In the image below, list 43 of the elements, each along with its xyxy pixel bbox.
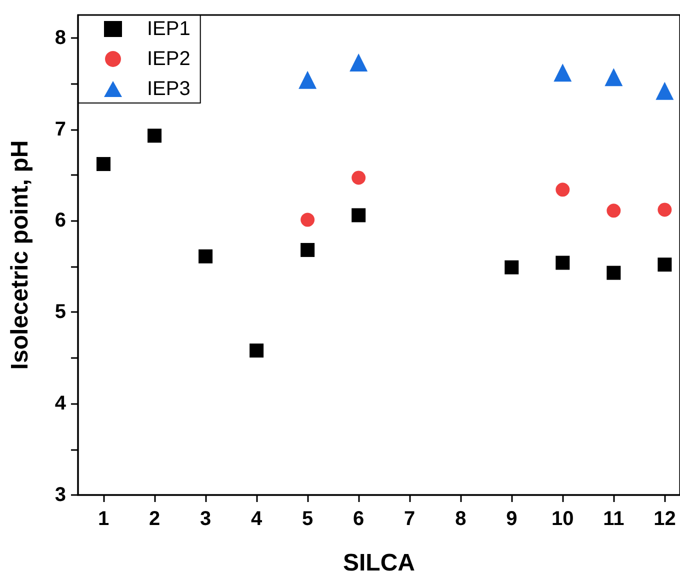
y-tick-label: 5 — [54, 301, 66, 324]
y-tick-label: 7 — [54, 118, 66, 140]
x-tick-label: 7 — [404, 508, 416, 530]
x-tick-label: 1 — [98, 508, 110, 530]
y-tick-label: 4 — [54, 392, 67, 415]
point — [96, 157, 111, 172]
point — [198, 249, 213, 264]
x-tick-label: 11 — [603, 508, 624, 530]
point — [352, 170, 366, 185]
x-tick-label: 6 — [353, 508, 364, 530]
legend-label: IEP2 — [147, 48, 190, 70]
point — [300, 242, 315, 257]
point — [606, 204, 621, 218]
point — [556, 256, 570, 270]
x-tick-label: 4 — [250, 508, 263, 530]
x-axis-title: SILCA — [343, 550, 415, 576]
point — [554, 64, 572, 82]
point — [658, 202, 672, 217]
y-axis-title: Isolecetric point, pH — [6, 140, 34, 370]
point — [250, 344, 264, 358]
x-tick-label: 12 — [654, 508, 676, 530]
point — [604, 68, 623, 86]
x-tick-label: 9 — [506, 508, 518, 530]
point — [300, 212, 315, 227]
point — [352, 208, 366, 222]
y-tick-label: 6 — [54, 210, 66, 232]
point — [658, 258, 672, 272]
point — [656, 82, 674, 100]
point — [298, 70, 317, 89]
x-tick-label: 10 — [552, 508, 574, 530]
x-tick-label: 2 — [148, 508, 160, 530]
x-tick-label: 5 — [302, 508, 314, 530]
legend-label: IEP1 — [147, 18, 190, 40]
x-tick-label: 3 — [200, 508, 212, 530]
y-tick-label: 3 — [54, 484, 66, 506]
point — [606, 266, 621, 280]
legend-label: IEP3 — [147, 78, 190, 100]
point — [350, 54, 368, 72]
y-tick-label: 8 — [54, 26, 66, 49]
x-tick-label: 8 — [455, 508, 466, 530]
point — [504, 260, 519, 274]
point — [556, 182, 570, 197]
point — [148, 128, 162, 143]
